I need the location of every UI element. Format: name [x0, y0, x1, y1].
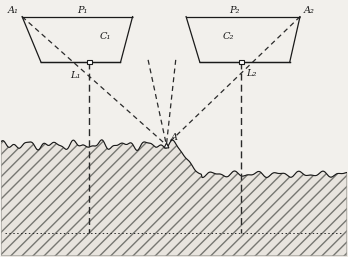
- Text: L₂: L₂: [246, 69, 257, 78]
- Text: A₁: A₁: [8, 6, 19, 15]
- Text: P₁: P₁: [77, 6, 88, 15]
- Bar: [239, 60, 244, 65]
- Text: L₁: L₁: [70, 71, 81, 80]
- Text: C₁: C₁: [100, 32, 111, 41]
- Text: P₂: P₂: [229, 6, 239, 15]
- Text: C₂: C₂: [222, 32, 234, 41]
- Bar: [87, 60, 92, 65]
- Text: A₂: A₂: [303, 6, 314, 15]
- Text: A: A: [171, 133, 177, 142]
